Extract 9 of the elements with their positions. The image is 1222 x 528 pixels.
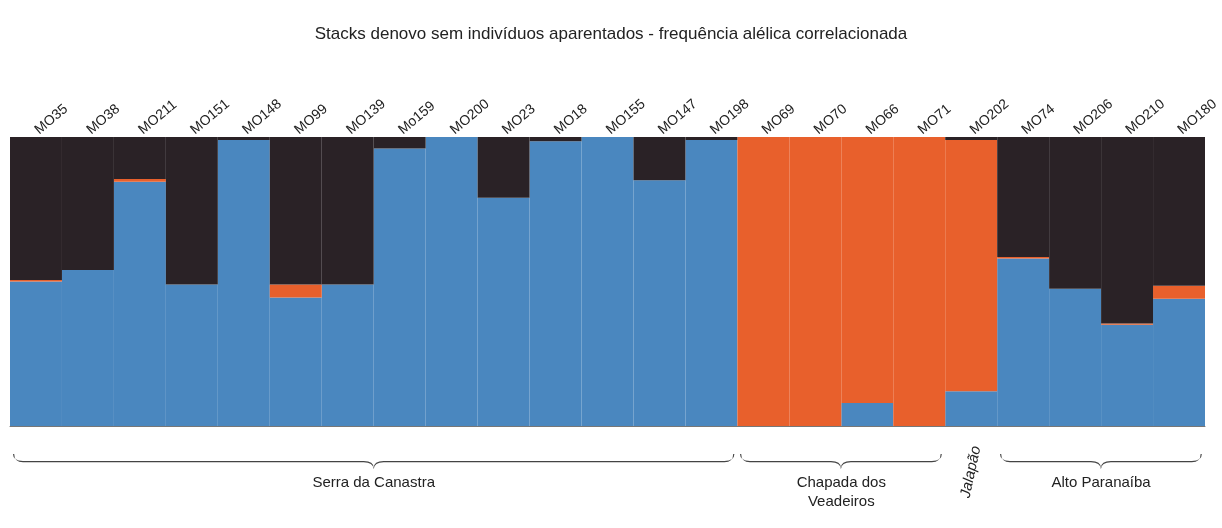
bar	[1153, 285, 1205, 299]
text: Serra da Canastra	[311, 472, 436, 491]
bar	[269, 284, 322, 298]
text: Alto Paranaíba	[1050, 472, 1152, 491]
text: Chapada dos Veadeiros	[795, 472, 887, 510]
bar	[841, 402, 894, 426]
chart-title: Stacks denovo sem indivíduos aparentados - frequência alélica correlacionada	[314, 24, 908, 43]
text: Jalapão	[954, 443, 985, 502]
bar	[113, 178, 166, 182]
